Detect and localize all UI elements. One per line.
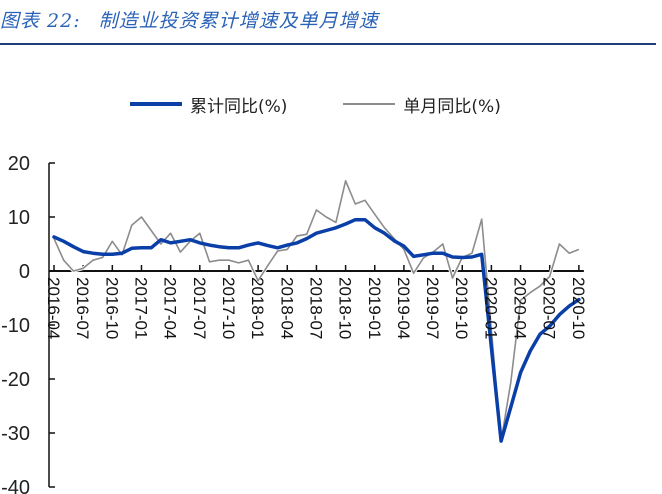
y-tick-label: 10 bbox=[8, 207, 30, 229]
x-tick-label: 2016-04 bbox=[44, 277, 63, 339]
y-tick-label: 20 bbox=[8, 153, 30, 175]
x-tick-label: 2020-01 bbox=[481, 277, 500, 339]
x-tick-label: 2020-07 bbox=[540, 277, 559, 339]
x-tick-label: 2017-01 bbox=[131, 277, 150, 339]
figure-title: 制造业投资累计增速及单月增速 bbox=[98, 10, 379, 32]
x-tick-label: 2020-10 bbox=[569, 277, 588, 339]
y-tick-label: 0 bbox=[19, 261, 30, 283]
legend-item-cumulative: 累计同比(%) bbox=[130, 92, 287, 117]
x-tick-label: 2017-07 bbox=[190, 277, 209, 339]
y-axis: 20 10 0 -10 -20 -30 -40 bbox=[1, 153, 55, 494]
x-tick-label: 2019-10 bbox=[452, 277, 471, 339]
title-divider bbox=[0, 43, 656, 45]
y-tick-label: -20 bbox=[1, 369, 30, 391]
legend-label-monthly: 单月同比(%) bbox=[403, 96, 501, 117]
x-tick-label: 2020-04 bbox=[511, 277, 530, 339]
x-tick-label: 2016-10 bbox=[102, 277, 121, 339]
x-tick-label: 2017-04 bbox=[161, 277, 180, 339]
x-tick-label: 2019-07 bbox=[423, 277, 442, 339]
series-cumulative-yoy bbox=[52, 217, 581, 443]
y-tick-label: -10 bbox=[1, 315, 30, 337]
legend-swatch-cumulative bbox=[130, 102, 182, 106]
legend-item-monthly: 单月同比(%) bbox=[343, 92, 501, 117]
legend-swatch-monthly bbox=[343, 103, 396, 105]
x-axis bbox=[49, 265, 584, 272]
x-tick-label: 2018-07 bbox=[306, 277, 325, 339]
x-tick-label: 2018-04 bbox=[277, 277, 296, 339]
x-tick-label: 2019-01 bbox=[365, 277, 384, 339]
x-tick-label: 2018-01 bbox=[248, 277, 267, 339]
x-tick-label: 2019-04 bbox=[394, 277, 413, 339]
y-tick-label: -30 bbox=[1, 423, 30, 445]
x-tick-label: 2018-10 bbox=[336, 277, 355, 339]
chart-title: 图表 22: 制造业投资累计增速及单月增速 bbox=[0, 6, 379, 36]
x-tick-labels: 2016-04 2016-07 2016-10 2017-01 2017-04 2017-… bbox=[44, 277, 588, 339]
figure-number: 图表 22: bbox=[0, 10, 81, 32]
series-monthly-yoy bbox=[52, 179, 580, 443]
x-tick-label: 2016-07 bbox=[73, 277, 92, 339]
legend-label-cumulative: 累计同比(%) bbox=[190, 96, 288, 117]
y-tick-label: -40 bbox=[1, 477, 30, 494]
x-tick-label: 2017-10 bbox=[219, 277, 238, 339]
legend: 累计同比(%) 单月同比(%) bbox=[130, 92, 557, 117]
